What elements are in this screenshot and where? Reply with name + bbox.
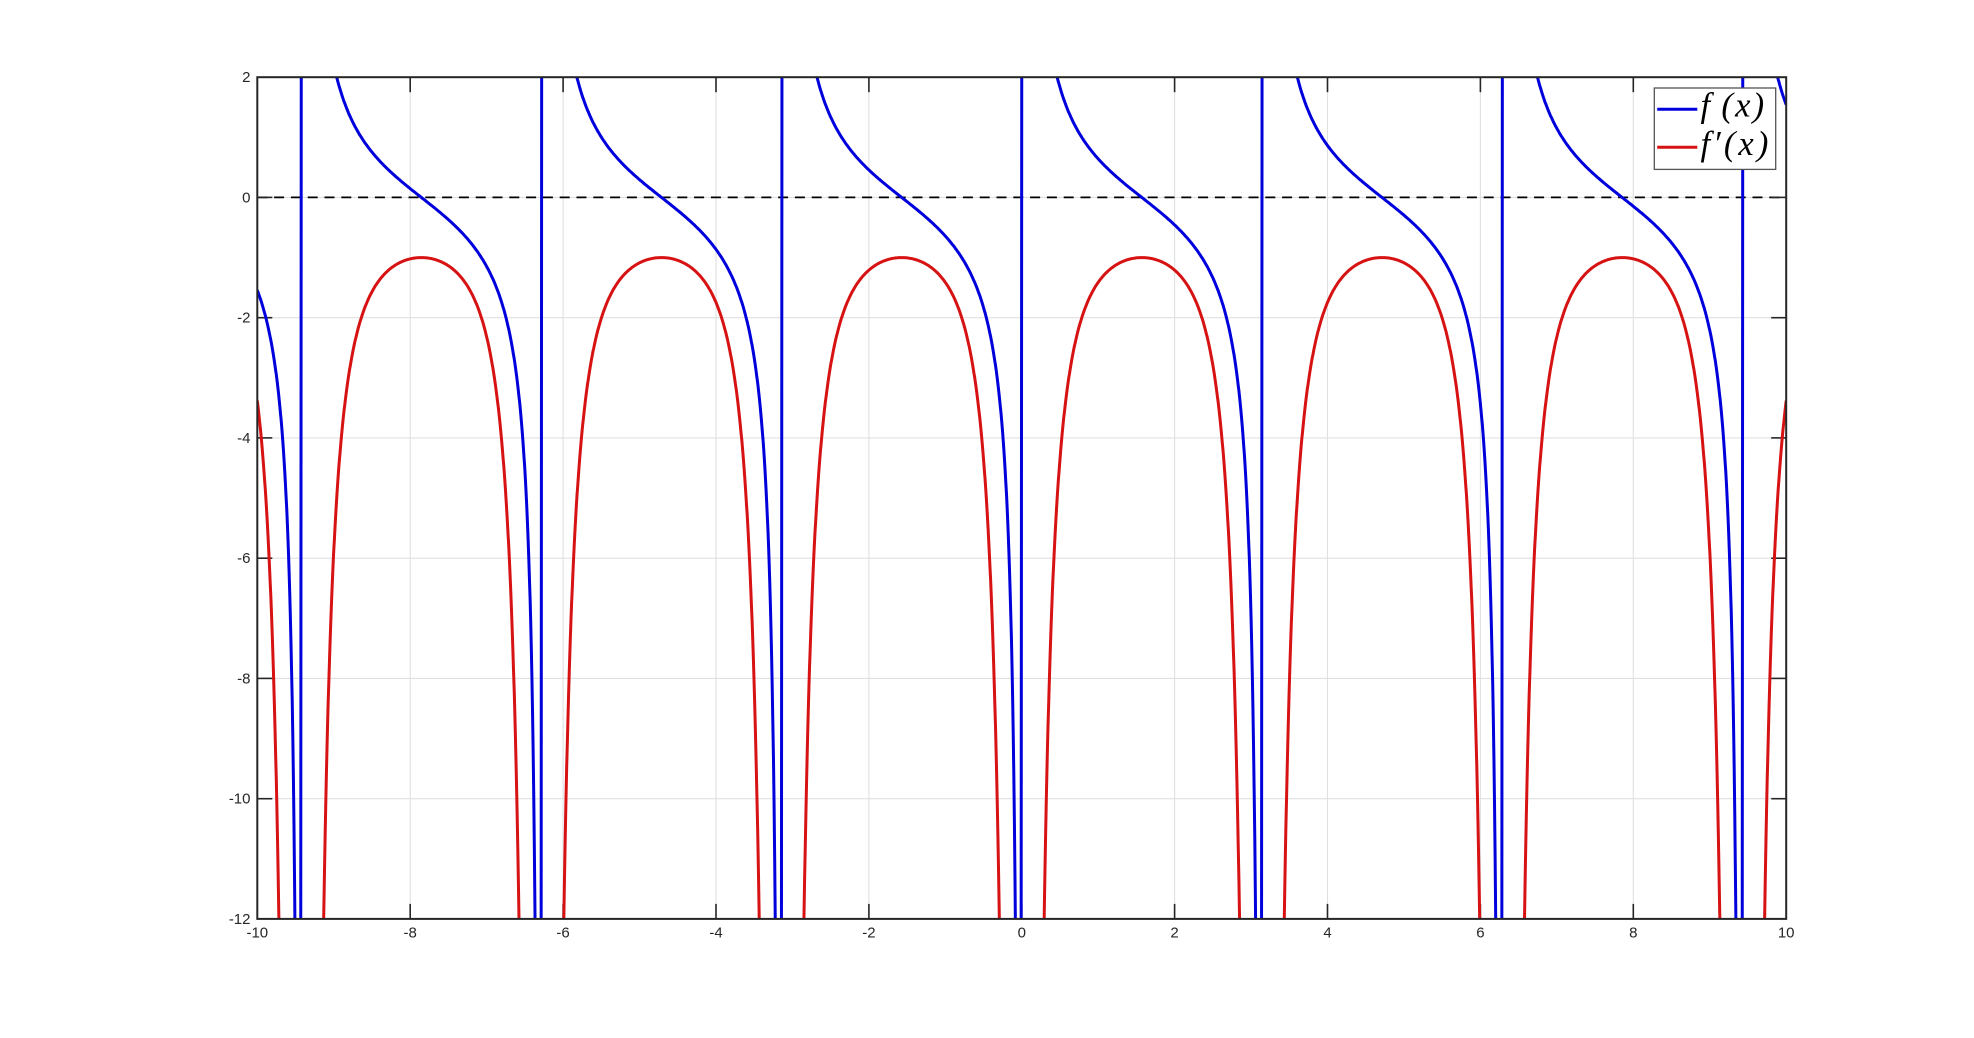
svg-text:-2: -2 bbox=[862, 925, 875, 942]
svg-text:2: 2 bbox=[242, 69, 250, 86]
svg-text:0: 0 bbox=[1018, 925, 1026, 942]
svg-text:-6: -6 bbox=[237, 550, 250, 567]
svg-text:-10: -10 bbox=[229, 791, 251, 808]
svg-text:-8: -8 bbox=[237, 670, 250, 687]
svg-text:f′(x): f′(x) bbox=[1701, 125, 1772, 163]
svg-text:4: 4 bbox=[1323, 925, 1331, 942]
svg-text:-4: -4 bbox=[709, 925, 722, 942]
svg-text:f (x): f (x) bbox=[1701, 87, 1767, 125]
svg-text:-12: -12 bbox=[229, 911, 251, 928]
svg-text:-10: -10 bbox=[246, 925, 268, 942]
svg-text:10: 10 bbox=[1778, 925, 1795, 942]
svg-text:0: 0 bbox=[242, 189, 250, 206]
svg-text:-6: -6 bbox=[556, 925, 569, 942]
svg-text:6: 6 bbox=[1476, 925, 1484, 942]
svg-text:2: 2 bbox=[1170, 925, 1178, 942]
svg-text:-2: -2 bbox=[237, 310, 250, 327]
svg-text:-4: -4 bbox=[237, 430, 250, 447]
svg-text:8: 8 bbox=[1629, 925, 1637, 942]
svg-text:-8: -8 bbox=[404, 925, 417, 942]
